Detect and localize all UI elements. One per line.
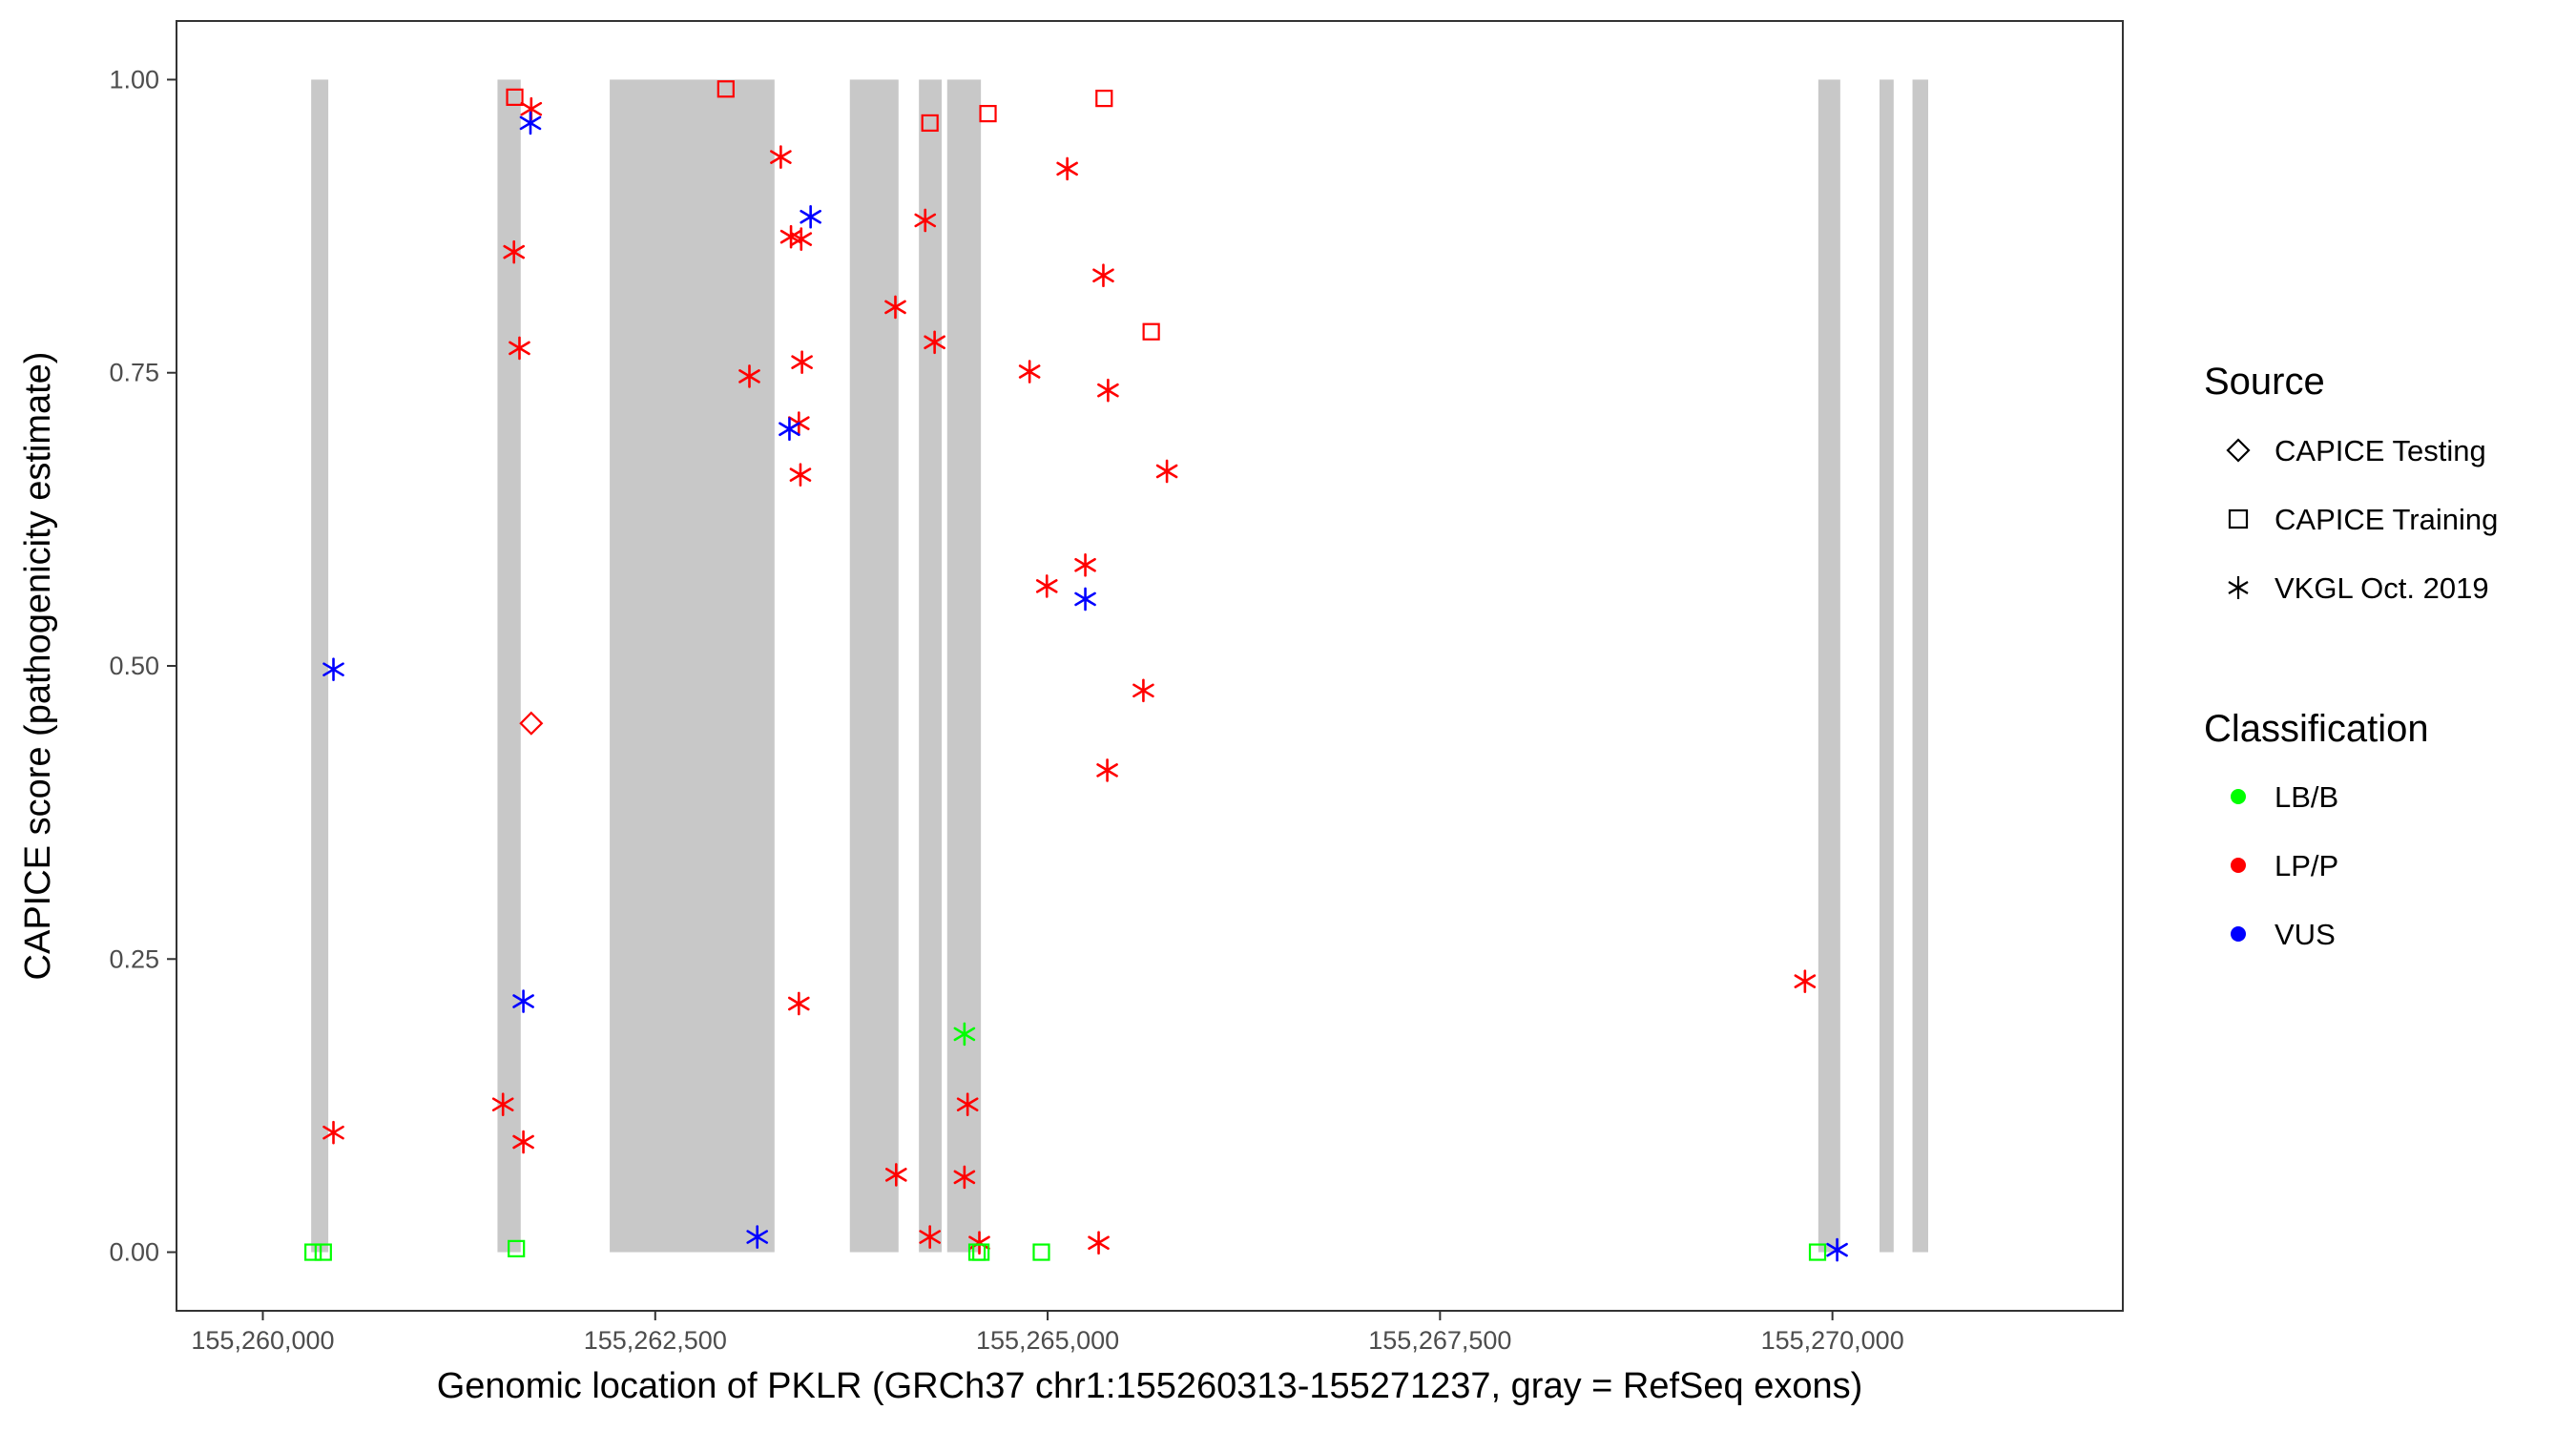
x-tick-label: 155,270,000 — [1761, 1326, 1904, 1355]
data-point-asterisk — [746, 1225, 769, 1249]
legend-item-lbb: LB/B — [2231, 780, 2338, 814]
data-point-square — [508, 1239, 526, 1257]
data-point-asterisk — [1035, 574, 1058, 598]
data-point-asterisk — [919, 1225, 941, 1249]
data-point-square — [1032, 1243, 1050, 1261]
legend-item-capice-training: CAPICE Training — [2228, 503, 2498, 536]
exon-band — [1880, 79, 1894, 1253]
data-point-asterisk — [914, 208, 937, 233]
x-axis: 155,260,000 155,262,500 155,265,000 155,267… — [191, 1311, 1904, 1355]
data-point-asterisk — [791, 350, 813, 374]
data-point-asterisk — [738, 364, 760, 388]
legend-item-vkgl: VKGL Oct. 2019 — [2228, 571, 2489, 605]
data-point-asterisk — [1074, 552, 1096, 577]
data-point-asterisk — [1056, 156, 1078, 181]
exon-band — [1912, 79, 1928, 1253]
y-tick-label: 0.00 — [109, 1238, 159, 1267]
data-point-square — [304, 1243, 322, 1261]
y-tick-label: 1.00 — [109, 65, 159, 93]
data-point-asterisk — [1097, 378, 1119, 403]
data-point-square — [979, 104, 997, 123]
legend-label-vkgl: VKGL Oct. 2019 — [2275, 571, 2489, 605]
data-point-asterisk — [1074, 587, 1096, 612]
data-point-asterisk — [800, 204, 821, 229]
y-axis-title: CAPICE score (pathogenicity estimate) — [18, 352, 58, 981]
data-point-square — [1808, 1243, 1827, 1261]
data-point-square — [1142, 322, 1160, 341]
data-point-asterisk — [953, 1022, 976, 1047]
legend-title-classification: Classification — [2204, 708, 2429, 750]
data-point-asterisk — [322, 1120, 344, 1145]
data-point-asterisk — [512, 1130, 534, 1154]
data-point-asterisk — [1018, 360, 1041, 384]
data-point-asterisk — [512, 989, 534, 1013]
legend-key-asterisk-icon — [2228, 576, 2249, 599]
y-tick-label: 0.50 — [109, 652, 159, 680]
exon-layer — [311, 79, 1928, 1253]
legend-key-square-icon — [2228, 508, 2249, 529]
exon-band — [497, 79, 521, 1253]
x-tick-label: 155,262,500 — [584, 1326, 727, 1355]
data-point-square — [921, 114, 939, 133]
points-layer — [304, 80, 1848, 1262]
data-point-square — [314, 1243, 332, 1261]
data-point-asterisk — [1088, 1231, 1110, 1255]
data-point-asterisk — [1092, 263, 1114, 288]
data-point-asterisk — [790, 227, 813, 251]
legend-key-diamond-icon — [2226, 438, 2251, 463]
legend-label-capice-training: CAPICE Training — [2275, 503, 2498, 536]
data-point-asterisk — [788, 991, 810, 1016]
data-point-square — [506, 88, 524, 106]
legend-label-capice-testing: CAPICE Testing — [2275, 434, 2486, 467]
data-point-asterisk — [924, 330, 945, 355]
legend-item-capice-testing: CAPICE Testing — [2226, 434, 2486, 467]
legend-key-blue-dot-icon — [2231, 926, 2246, 942]
data-point-asterisk — [885, 1163, 907, 1187]
legend-label-lbb: LB/B — [2275, 780, 2338, 814]
exon-band — [849, 79, 899, 1253]
data-point-square — [972, 1243, 990, 1261]
x-tick-label: 155,260,000 — [191, 1326, 334, 1355]
data-point-asterisk — [1096, 758, 1118, 782]
legend-key-green-dot-icon — [2231, 789, 2246, 804]
y-axis: 0.00 0.25 0.50 0.75 1.00 — [109, 65, 177, 1267]
data-point-asterisk — [770, 145, 792, 169]
exon-band — [919, 79, 943, 1253]
x-tick-label: 155,265,000 — [976, 1326, 1119, 1355]
legend-label-lpp: LP/P — [2275, 849, 2338, 882]
exon-band — [311, 79, 329, 1253]
y-tick-label: 0.75 — [109, 359, 159, 387]
data-point-asterisk — [779, 417, 800, 442]
data-point-asterisk — [1826, 1237, 1848, 1262]
exon-band — [946, 79, 982, 1253]
data-point-asterisk — [509, 336, 530, 361]
data-point-asterisk — [1794, 969, 1817, 993]
data-point-asterisk — [322, 657, 344, 681]
data-point-asterisk — [956, 1092, 979, 1116]
data-point-diamond — [519, 711, 544, 736]
data-point-square — [717, 80, 735, 98]
legend-title-source: Source — [2204, 361, 2325, 403]
data-point-asterisk — [503, 239, 526, 264]
data-point-asterisk — [953, 1165, 976, 1190]
legend-label-vus: VUS — [2275, 918, 2336, 951]
legend-item-lpp: LP/P — [2231, 849, 2338, 882]
data-point-square — [1095, 90, 1113, 108]
data-point-asterisk — [1132, 678, 1154, 703]
data-point-asterisk — [789, 463, 812, 487]
data-point-asterisk — [491, 1092, 514, 1116]
data-point-asterisk — [884, 295, 906, 320]
legend-item-vus: VUS — [2231, 918, 2336, 951]
exon-band — [1818, 79, 1840, 1253]
exon-band — [610, 79, 775, 1253]
legend-key-red-dot-icon — [2231, 858, 2246, 873]
y-tick-label: 0.25 — [109, 944, 159, 973]
legend: Source CAPICE Testing CAPICE Training VK… — [2204, 361, 2498, 951]
x-tick-label: 155,267,500 — [1368, 1326, 1511, 1355]
x-axis-title: Genomic location of PKLR (GRCh37 chr1:15… — [437, 1366, 1863, 1406]
data-point-asterisk — [519, 111, 542, 135]
data-point-asterisk — [1155, 459, 1178, 484]
